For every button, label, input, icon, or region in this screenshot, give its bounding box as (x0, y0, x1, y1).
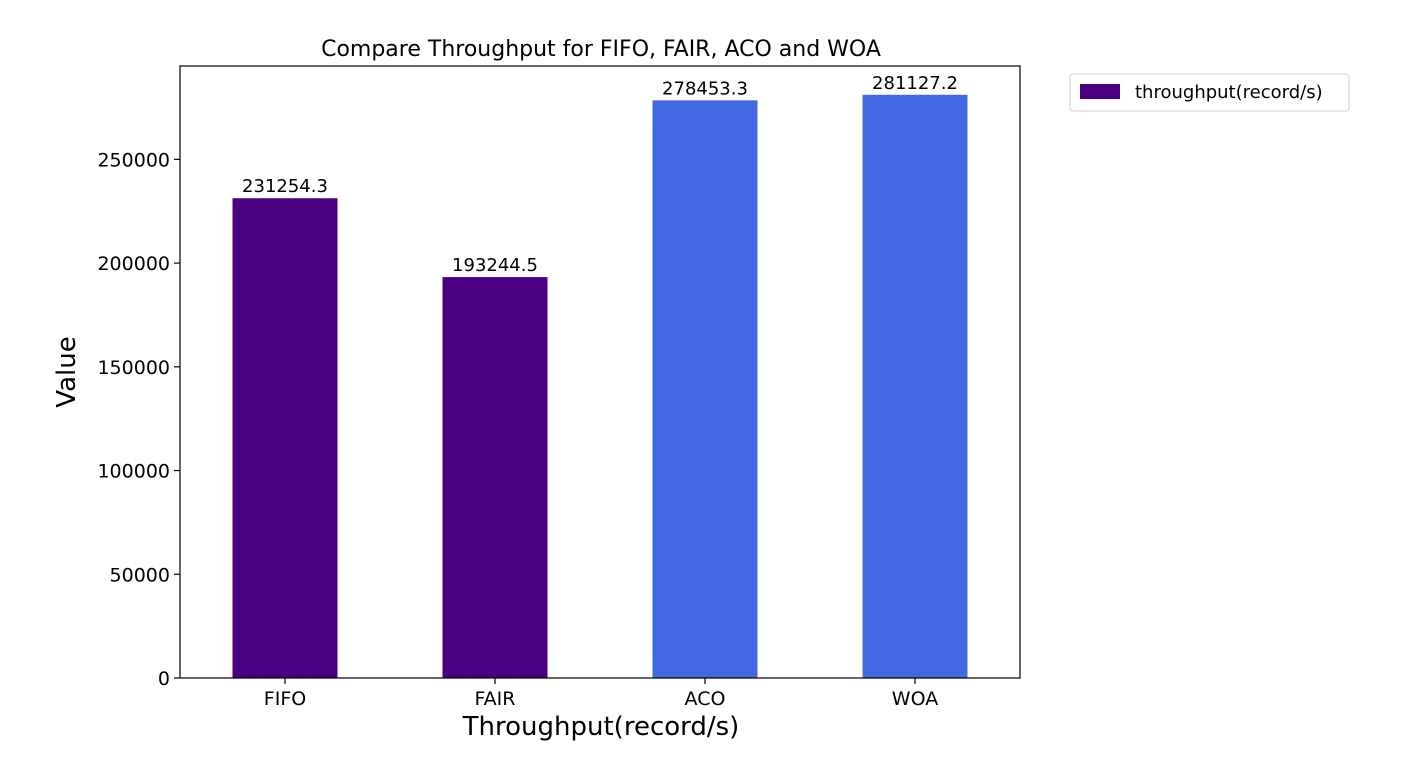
y-tick-label: 100000 (97, 461, 170, 483)
plot-frame (179, 65, 1021, 679)
chart-title: Compare Throughput for FIFO, FAIR, ACO a… (321, 37, 881, 62)
bar-aco (652, 100, 758, 678)
bar-value-labels-group: 231254.3 193244.5 278453.3 281127.2 (242, 73, 958, 276)
bar-value-label-fair: 193244.5 (452, 255, 538, 276)
x-tick-label-woa: WOA (892, 688, 938, 710)
x-tick-label-fair: FAIR (475, 688, 516, 710)
bar-woa (862, 94, 968, 679)
y-axis-label: Value (52, 336, 82, 407)
y-axis-ticks: 0 50000 100000 150000 200000 250000 (97, 149, 180, 690)
bar-fifo (232, 198, 338, 679)
bar-value-label-aco: 278453.3 (662, 78, 748, 99)
y-tick-label: 50000 (110, 564, 170, 586)
y-tick-label: 250000 (97, 149, 170, 171)
bar-fair (442, 277, 548, 678)
y-tick-label: 200000 (97, 253, 170, 275)
legend-frame (1069, 73, 1350, 112)
x-axis-ticks: FIFO FAIR ACO WOA (264, 678, 938, 710)
x-tick-label-aco: ACO (685, 688, 726, 710)
bar-value-label-fifo: 231254.3 (242, 176, 328, 197)
x-axis-label: Throughput(record/s) (462, 712, 740, 742)
y-tick-label: 0 (158, 668, 170, 690)
y-tick-label: 150000 (97, 357, 170, 379)
legend-label: throughput(record/s) (1135, 82, 1323, 103)
x-tick-label-fifo: FIFO (264, 688, 306, 710)
legend: throughput(record/s) (1069, 73, 1350, 112)
bars-group (232, 94, 968, 679)
bar-value-label-woa: 281127.2 (872, 73, 958, 94)
legend-swatch (1080, 84, 1120, 99)
